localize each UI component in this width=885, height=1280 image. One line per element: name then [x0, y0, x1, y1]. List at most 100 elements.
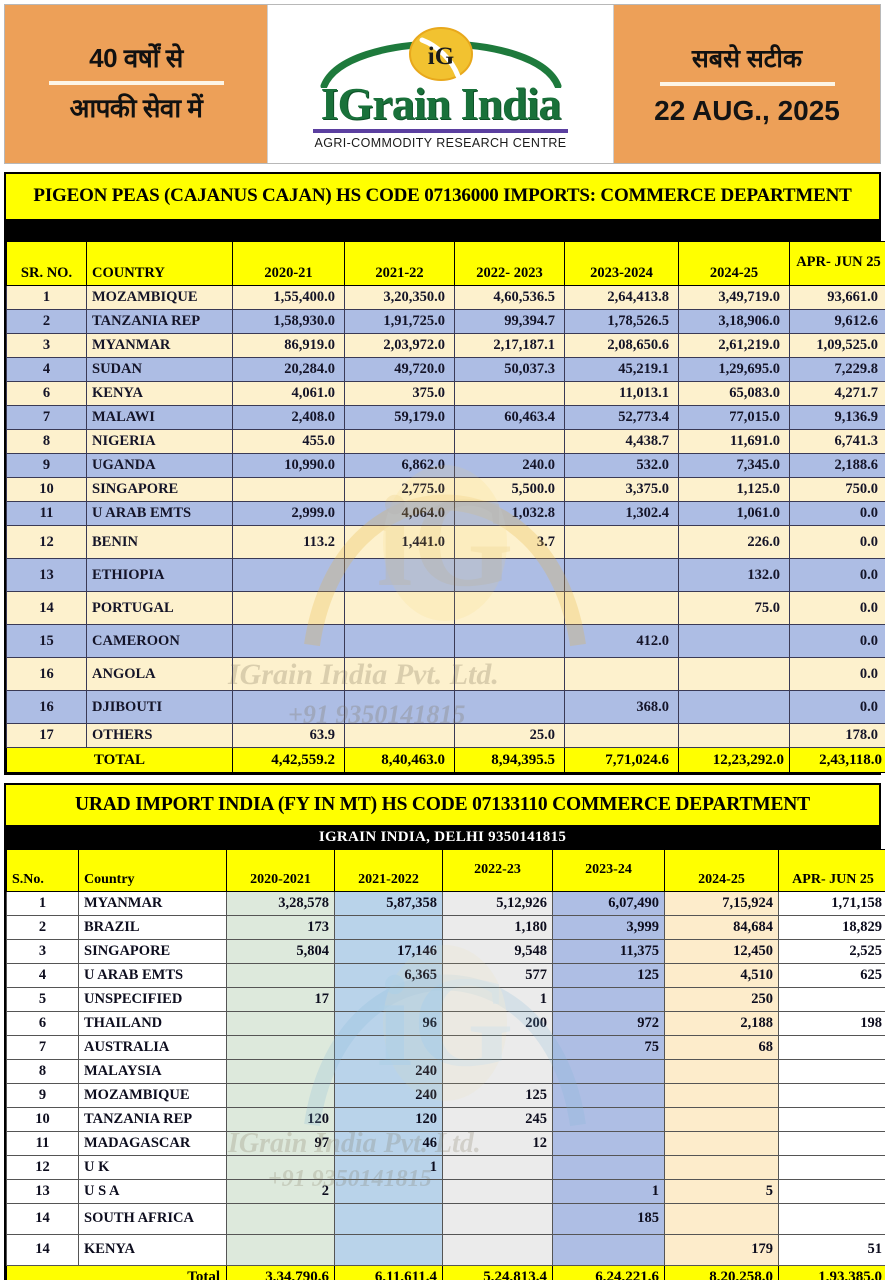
table2-cell-value-1 — [334, 1202, 443, 1235]
table2-cell-value-2: 577 — [442, 962, 553, 988]
table-row: 14 KENYA 179 51 — [6, 1233, 885, 1266]
table2-cell-value-5 — [778, 1034, 885, 1060]
table1-cell-value-1: 2,775.0 — [344, 477, 455, 503]
table1-cell-value-2 — [454, 558, 565, 593]
table1-cell-sr: 10 — [6, 477, 87, 503]
table2-col-2021-2022: 2021-2022 — [334, 848, 443, 892]
table1-total-3: 7,71,024.6 — [564, 747, 679, 774]
table1-cell-value-5: 2,188.6 — [789, 453, 885, 479]
table1-cell-value-5: 93,661.0 — [789, 285, 885, 311]
table1-cell-sr: 16 — [6, 657, 87, 692]
table2-cell-sno: 1 — [6, 890, 79, 916]
logo-wordmark: IGrain India — [320, 78, 562, 130]
table2-cell-value-3: 75 — [552, 1034, 665, 1060]
table1-cell-value-5: 0.0 — [789, 558, 885, 593]
table1-cell-country: NIGERIA — [86, 429, 233, 455]
table-row: 7 AUSTRALIA 75 68 — [6, 1034, 885, 1060]
table1-cell-value-1 — [344, 657, 455, 692]
table2-cell-value-1: 17,146 — [334, 938, 443, 964]
table-row: 16 DJIBOUTI 368.0 0.0 — [6, 690, 885, 725]
table2-cell-value-4: 2,188 — [664, 1010, 779, 1036]
table2-cell-country: BRAZIL — [78, 914, 227, 940]
table1-col-sr: SR. NO. — [6, 241, 87, 287]
table2-cell-value-0: 3,28,578 — [226, 890, 335, 916]
table1-cell-value-1 — [344, 558, 455, 593]
table1-cell-sr: 17 — [6, 723, 87, 749]
table2-cell-country: MALAYSIA — [78, 1058, 227, 1084]
table2-cell-country: KENYA — [78, 1233, 227, 1266]
table1-cell-value-4 — [678, 624, 790, 659]
table2-total-row: Total 3,34,790.6 6,11,611.4 5,24,813.4 6… — [6, 1264, 885, 1280]
table1-cell-value-5: 9,612.6 — [789, 309, 885, 335]
table2-cell-value-4 — [664, 1106, 779, 1132]
table1-cell-value-2 — [454, 429, 565, 455]
table1-cell-value-2: 5,500.0 — [454, 477, 565, 503]
table1-cell-country: MYANMAR — [86, 333, 233, 359]
table1-cell-value-1: 1,441.0 — [344, 525, 455, 560]
table2-cell-sno: 4 — [6, 962, 79, 988]
table1-cell-value-1: 2,03,972.0 — [344, 333, 455, 359]
table2-cell-value-1: 46 — [334, 1130, 443, 1156]
table1-cell-sr: 1 — [6, 285, 87, 311]
table2-cell-value-1: 96 — [334, 1010, 443, 1036]
table1-cell-value-5: 9,136.9 — [789, 405, 885, 431]
table2-cell-sno: 3 — [6, 938, 79, 964]
table-row: 4 SUDAN 20,284.0 49,720.0 50,037.3 45,219.1 1,… — [6, 357, 885, 383]
table1-cell-value-3: 2,08,650.6 — [564, 333, 679, 359]
table1-cell-value-4: 77,015.0 — [678, 405, 790, 431]
table2-black-banner: IGRAIN INDIA, DELHI 9350141815 — [6, 824, 879, 849]
table2-cell-value-5: 2,525 — [778, 938, 885, 964]
table2-total-4: 8,20,258.0 — [664, 1264, 779, 1280]
table2-cell-value-0 — [226, 1010, 335, 1036]
table2-cell-value-2: 245 — [442, 1106, 553, 1132]
table2-cell-value-0: 17 — [226, 986, 335, 1012]
table1-cell-value-2: 99,394.7 — [454, 309, 565, 335]
table-row: 15 CAMEROON 412.0 0.0 — [6, 624, 885, 659]
table2-cell-sno: 7 — [6, 1034, 79, 1060]
table2-cell-value-4 — [664, 1058, 779, 1084]
tagline-divider — [48, 81, 224, 85]
table2-cell-value-2 — [442, 1058, 553, 1084]
table-row: 10 SINGAPORE 2,775.0 5,500.0 3,375.0 1,125.0 7… — [6, 477, 885, 503]
table2-cell-sno: 12 — [6, 1154, 79, 1180]
table2-cell-value-0: 120 — [226, 1106, 335, 1132]
table2-cell-value-3 — [552, 1106, 665, 1132]
table1-cell-country: MOZAMBIQUE — [86, 285, 233, 311]
table-row: 12 U K 1 — [6, 1154, 885, 1180]
table-row: 1 MOZAMBIQUE 1,55,400.0 3,20,350.0 4,60,536.… — [6, 285, 885, 311]
table2-cell-sno: 10 — [6, 1106, 79, 1132]
table-row: 14 PORTUGAL 75.0 0.0 — [6, 591, 885, 626]
table2-cell-value-3: 185 — [552, 1202, 665, 1235]
table2-title: URAD IMPORT INDIA (FY IN MT) HS CODE 071… — [6, 785, 879, 825]
table1-cell-value-4: 75.0 — [678, 591, 790, 626]
table1-col-2024-25: 2024-25 — [678, 241, 790, 287]
table-row: 11 MADAGASCAR 97 46 12 — [6, 1130, 885, 1156]
table-row: 17 OTHERS 63.9 25.0 178.0 — [6, 723, 885, 749]
table2-cell-country: U ARAB EMTS — [78, 962, 227, 988]
table1-cell-sr: 6 — [6, 381, 87, 407]
table2-cell-sno: 6 — [6, 1010, 79, 1036]
table2-cell-value-4 — [664, 1154, 779, 1180]
table1-cell-value-0 — [232, 690, 345, 725]
table1-cell-value-4 — [678, 690, 790, 725]
publication-date: 22 AUG., 2025 — [654, 95, 840, 126]
table2-cell-value-0 — [226, 1058, 335, 1084]
table1-cell-value-1 — [344, 690, 455, 725]
table1-total-5: 2,43,118.0 — [789, 747, 885, 774]
table1-cell-value-4: 2,61,219.0 — [678, 333, 790, 359]
table2-col-2024-25: 2024-25 — [664, 848, 779, 892]
table1-cell-sr: 2 — [6, 309, 87, 335]
table2-cell-value-0 — [226, 1034, 335, 1060]
table1-cell-value-4 — [678, 723, 790, 749]
table2-cell-value-0: 173 — [226, 914, 335, 940]
table2-cell-value-0: 5,804 — [226, 938, 335, 964]
table1-cell-value-2: 2,17,187.1 — [454, 333, 565, 359]
table1-cell-value-3: 368.0 — [564, 690, 679, 725]
table2-cell-value-5 — [778, 1130, 885, 1156]
table2-cell-value-1 — [334, 1233, 443, 1266]
table1-cell-sr: 9 — [6, 453, 87, 479]
table2-cell-value-1: 6,365 — [334, 962, 443, 988]
table2-cell-value-1 — [334, 1178, 443, 1204]
table-row: 10 TANZANIA REP 120 120 245 — [6, 1106, 885, 1132]
